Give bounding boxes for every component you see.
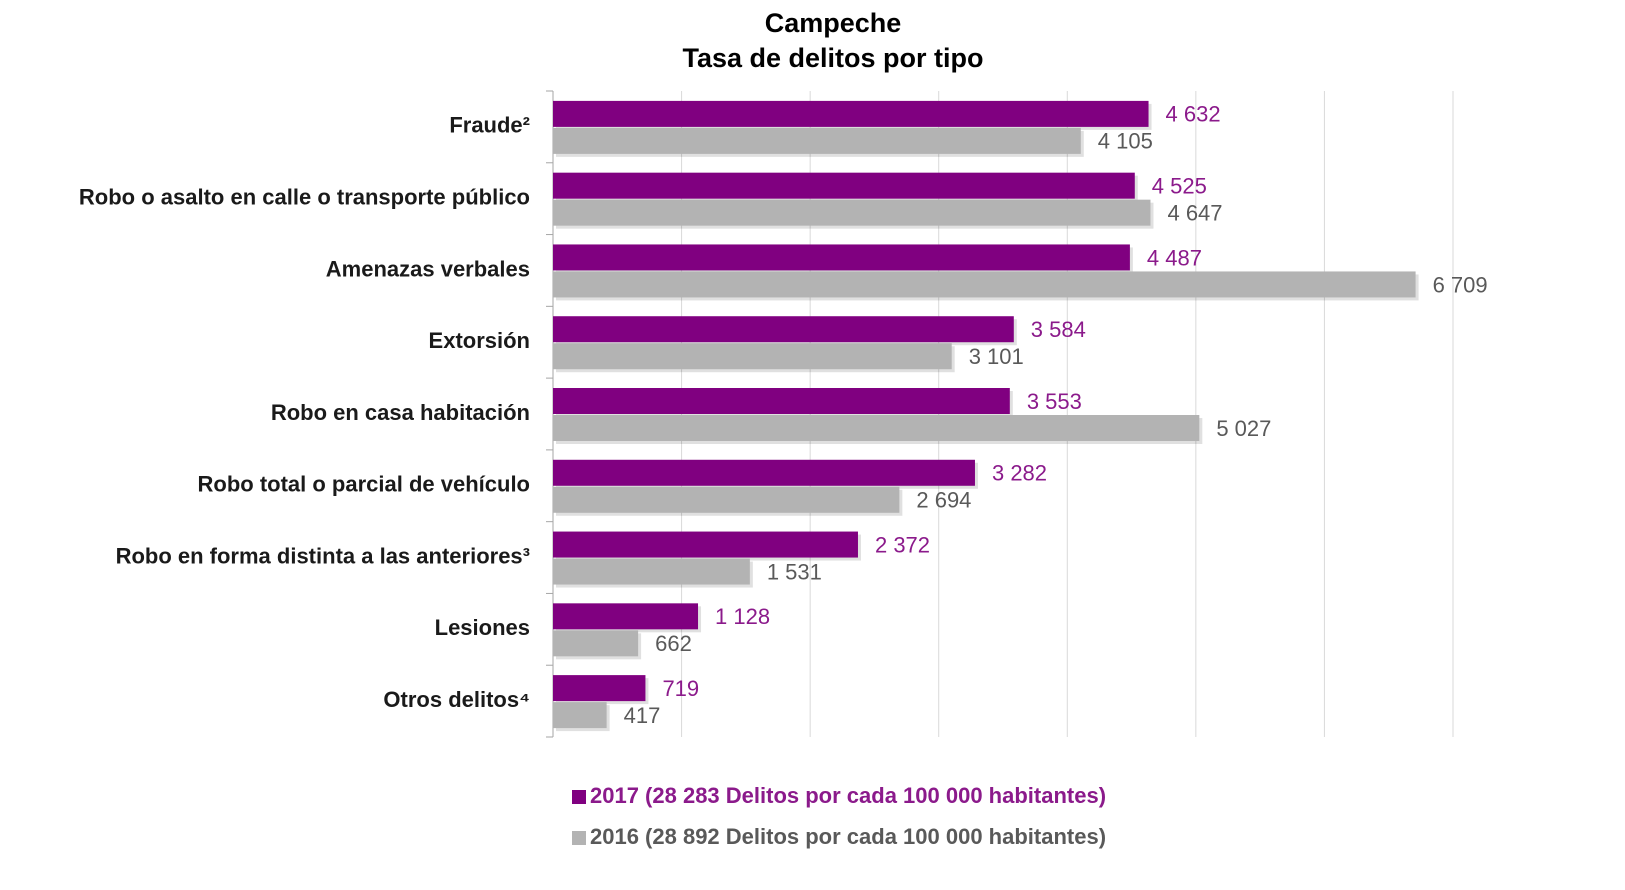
value-label: 3 101 (969, 344, 1024, 369)
bar (553, 630, 639, 657)
bar (553, 486, 900, 513)
value-label: 417 (624, 703, 661, 728)
value-label: 3 282 (992, 461, 1047, 486)
bar (553, 388, 1010, 414)
chart-subtitle: Tasa de delitos por tipo (682, 43, 983, 73)
bar (553, 558, 750, 585)
value-label: 662 (655, 631, 692, 656)
bar (553, 531, 858, 558)
value-label: 719 (662, 676, 699, 701)
bar (553, 172, 1135, 199)
category-label: Robo o asalto en calle o transporte públ… (79, 184, 530, 209)
value-label: 1 531 (767, 559, 822, 584)
legend-label: 2017 (28 283 Delitos por cada 100 000 ha… (590, 783, 1106, 808)
category-label: Fraude² (449, 113, 530, 138)
value-label: 3 553 (1027, 389, 1082, 414)
value-label: 6 709 (1433, 272, 1488, 297)
legend-swatch (572, 831, 586, 845)
category-label: Otros delitos⁴ (383, 687, 530, 712)
value-label: 1 128 (715, 604, 770, 629)
bar (553, 415, 1200, 441)
value-label: 2 694 (916, 488, 971, 513)
bar (553, 271, 1416, 298)
value-label: 3 584 (1031, 317, 1086, 342)
value-label: 2 372 (875, 532, 930, 557)
bar (553, 675, 646, 702)
bar (553, 459, 975, 486)
category-label: Lesiones (435, 615, 530, 640)
legend-swatch (572, 790, 586, 804)
bar (553, 343, 952, 370)
bar (553, 603, 699, 630)
category-label: Extorsión (429, 328, 530, 353)
chart-title: Campeche (765, 8, 902, 38)
bar (553, 199, 1151, 226)
value-label: 4 525 (1152, 173, 1207, 198)
bar (553, 244, 1130, 271)
value-label: 4 632 (1166, 102, 1221, 127)
value-label: 4 487 (1147, 245, 1202, 270)
category-label: Robo en casa habitación (271, 400, 530, 425)
value-label: 4 647 (1167, 200, 1222, 225)
category-label: Amenazas verbales (326, 256, 530, 281)
bar (553, 702, 607, 729)
bar (553, 100, 1149, 127)
value-label: 4 105 (1098, 129, 1153, 154)
value-label: 5 027 (1216, 416, 1271, 441)
bar (553, 316, 1014, 343)
legend-label: 2016 (28 892 Delitos por cada 100 000 ha… (590, 824, 1106, 849)
bar (553, 127, 1081, 154)
category-label: Robo total o parcial de vehículo (198, 472, 531, 497)
category-label: Robo en forma distinta a las anteriores³ (116, 543, 530, 568)
